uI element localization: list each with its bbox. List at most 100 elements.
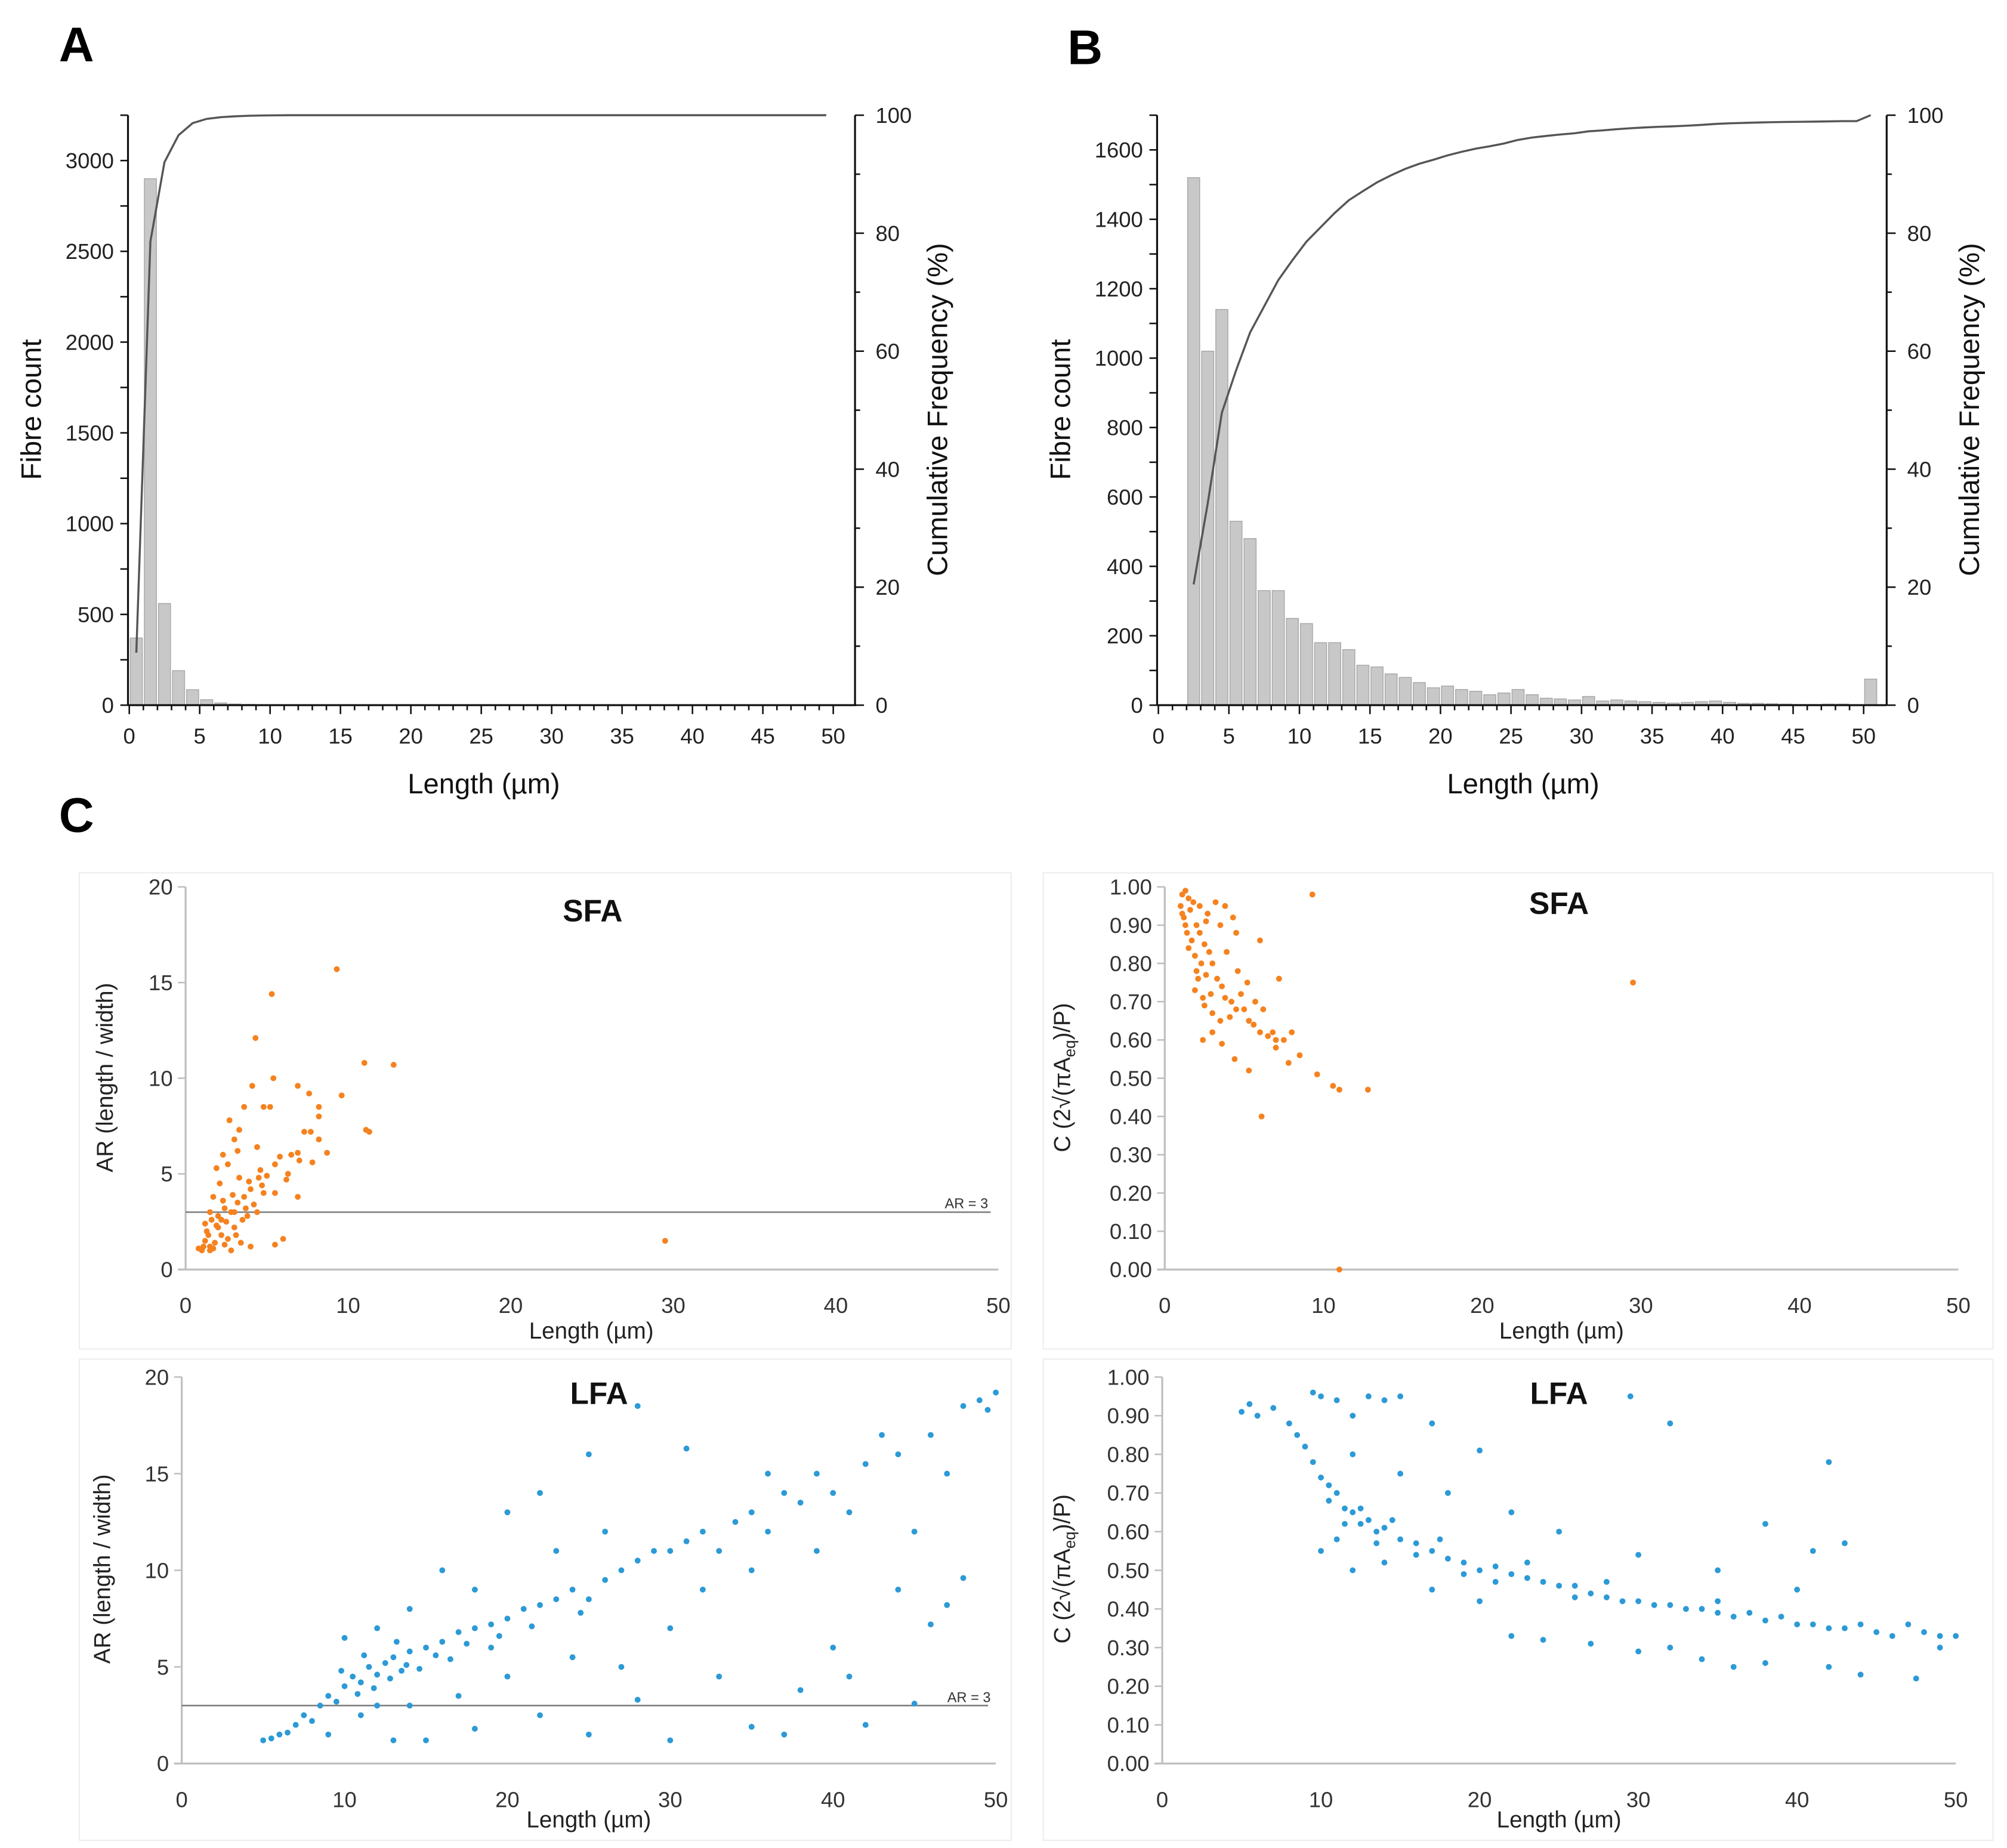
x-tick-label: 45: [1781, 724, 1805, 748]
data-point: [1209, 1029, 1216, 1036]
data-point: [1318, 1474, 1324, 1481]
data-point: [984, 1407, 991, 1413]
data-point: [1217, 922, 1224, 928]
data-point: [1233, 1006, 1239, 1012]
data-point: [1206, 948, 1212, 955]
data-point: [1508, 1571, 1515, 1577]
scatter-sfa-ar: SFA AR (length / width) Length (µm) AR =…: [92, 875, 1011, 1344]
y-tick-label: 1000: [1095, 346, 1143, 370]
panel-label-a: A: [59, 18, 94, 72]
data-point: [1200, 994, 1206, 1001]
data-point: [1826, 1625, 1832, 1631]
data-point: [307, 1129, 314, 1135]
data-point: [231, 1136, 237, 1143]
data-point: [1276, 975, 1282, 982]
x-tick-label: 40: [680, 724, 705, 748]
data-point: [1252, 999, 1258, 1005]
data-point: [423, 1737, 429, 1744]
x-tick-label: 10: [1309, 1787, 1333, 1812]
data-point: [270, 1075, 277, 1081]
data-point: [248, 1243, 254, 1250]
scatter-title: SFA: [1529, 886, 1589, 920]
y-axis-title: C (2√(πAeq)/P): [1050, 1494, 1079, 1643]
data-point: [1627, 1393, 1634, 1399]
histogram-bar: [1215, 309, 1228, 706]
data-point: [1185, 895, 1192, 901]
data-point: [354, 1691, 361, 1697]
x-tick-label: 10: [332, 1787, 357, 1812]
histogram-bar: [1539, 697, 1553, 706]
y-axis-title: C (2√(πAeq)/P): [1050, 1003, 1079, 1152]
data-point: [406, 1648, 413, 1655]
y-tick-label: 0.60: [1110, 1028, 1152, 1052]
x-axis-title: Length (µm): [526, 1807, 651, 1833]
histogram-bar: [1243, 538, 1257, 706]
data-point: [260, 1737, 267, 1744]
data-point: [1635, 1552, 1642, 1558]
data-point: [1746, 1609, 1753, 1616]
data-point: [911, 1528, 918, 1535]
y-axis-title: Fibre count: [16, 339, 48, 480]
data-point: [1630, 979, 1637, 986]
data-point: [537, 1602, 543, 1608]
y-tick-label: 0.70: [1107, 1481, 1150, 1506]
data-point: [618, 1664, 625, 1670]
x-tick-label: 20: [399, 724, 423, 748]
data-point: [1429, 1586, 1435, 1593]
data-point: [244, 1213, 251, 1219]
data-point: [1429, 1548, 1435, 1554]
data-point: [1309, 891, 1316, 898]
data-point: [257, 1167, 264, 1173]
data-point: [224, 1161, 231, 1167]
histogram-bar: [1582, 696, 1595, 706]
y-tick-label: 200: [1107, 624, 1143, 648]
histogram-bar: [1271, 590, 1285, 706]
data-point: [316, 1104, 322, 1110]
data-point: [1196, 929, 1203, 936]
data-point: [1212, 899, 1219, 906]
y-tick-label: 0.10: [1107, 1713, 1150, 1737]
scatter-lfa-circularity: LFA C (2√(πAeq)/P) Length (µm) 0.00 0.10 0…: [1050, 1365, 1968, 1832]
data-point: [248, 1186, 254, 1192]
data-point: [234, 1200, 241, 1206]
data-point: [1857, 1621, 1864, 1628]
y-tick-label: 0: [1131, 693, 1143, 718]
data-point: [1461, 1559, 1467, 1566]
data-point: [1810, 1548, 1816, 1554]
data-point: [1762, 1617, 1768, 1624]
y-tick-label: 400: [1107, 554, 1143, 579]
data-point: [433, 1652, 439, 1658]
data-point: [237, 1240, 244, 1246]
data-point: [976, 1397, 983, 1404]
x-tick-label: 25: [1499, 724, 1523, 748]
y-tick-label: 0.20: [1110, 1181, 1152, 1206]
data-point: [1190, 899, 1197, 906]
y-tick-label: 15: [149, 971, 173, 995]
data-point: [716, 1673, 722, 1680]
y2-tick-label: 20: [1907, 575, 1932, 599]
x-tick-label: 35: [610, 724, 634, 748]
data-point: [1184, 929, 1190, 936]
data-point: [1310, 1459, 1316, 1465]
data-point: [1373, 1540, 1380, 1547]
data-point: [1913, 1675, 1919, 1682]
histogram-bar: [1864, 678, 1878, 706]
data-point: [228, 1247, 234, 1254]
data-point: [1397, 1470, 1404, 1477]
data-point: [272, 1161, 278, 1167]
y-tick-label: 1600: [1095, 138, 1143, 162]
data-point: [231, 1209, 237, 1215]
data-point: [1667, 1420, 1673, 1427]
data-point: [1905, 1621, 1912, 1628]
data-point: [1203, 972, 1209, 978]
x-tick-label: 15: [328, 724, 353, 748]
data-point: [295, 1194, 301, 1200]
x-tick-label: 10: [258, 724, 282, 748]
y2-tick-label: 60: [1907, 339, 1932, 364]
data-point: [765, 1528, 771, 1535]
histogram-bar: [1342, 649, 1356, 706]
data-point: [423, 1645, 429, 1651]
data-point: [1198, 960, 1205, 967]
data-point: [382, 1660, 388, 1666]
data-point: [295, 1149, 301, 1156]
